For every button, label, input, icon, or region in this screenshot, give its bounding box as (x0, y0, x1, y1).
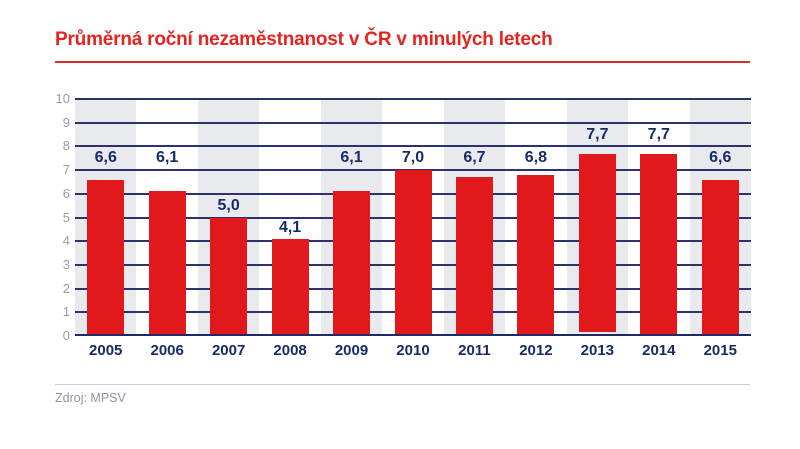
x-tick-2008: 2008 (273, 342, 307, 359)
value-label-2011: 6,7 (463, 149, 486, 167)
bar-2006 (148, 191, 186, 336)
x-axis-line (75, 334, 751, 336)
bar-2005 (87, 179, 125, 336)
x-tick-2006: 2006 (150, 342, 184, 359)
gridline-10 (75, 98, 751, 100)
y-tick-10: 10 (55, 91, 70, 106)
y-tick-1: 1 (62, 304, 70, 320)
x-tick-2011: 2011 (458, 342, 491, 359)
bar-2007 (210, 217, 248, 336)
bar-2013 (578, 153, 616, 332)
footer-divider (55, 384, 750, 385)
value-label-2005: 6,6 (94, 149, 117, 167)
plot-area: 6,6 6,1 5,0 4,1 6,1 7,0 6,7 6,8 7,7 7,7 6,6 (75, 98, 751, 336)
gridline-8 (75, 145, 751, 148)
source-text: Zdroj: MPSV (55, 391, 126, 405)
chart-title: Průměrná roční nezaměstnanost v ČR v min… (55, 29, 553, 50)
y-tick-9: 9 (62, 114, 70, 130)
title-underline (55, 61, 750, 63)
y-tick-2: 2 (62, 280, 70, 296)
gridline-9 (75, 121, 751, 124)
y-tick-5: 5 (62, 209, 70, 225)
y-tick-8: 8 (62, 138, 70, 154)
value-label-2015: 6,6 (709, 149, 732, 167)
value-label-2013: 7,7 (586, 125, 609, 143)
x-tick-2010: 2010 (396, 342, 430, 359)
x-tick-2009: 2009 (334, 342, 369, 359)
value-label-2012: 6,8 (524, 149, 548, 167)
bar-2015 (701, 179, 739, 336)
y-tick-4: 4 (62, 233, 70, 249)
value-label-2007: 5,0 (217, 196, 240, 214)
x-tick-2005: 2005 (89, 342, 123, 359)
value-label-2009: 6,1 (340, 149, 363, 167)
value-label-2010: 7,0 (401, 149, 425, 167)
y-tick-0: 0 (62, 328, 70, 343)
bar-2011 (455, 177, 493, 336)
x-tick-2014: 2014 (642, 342, 676, 359)
value-label-2006: 6,1 (156, 149, 179, 167)
x-tick-2013: 2013 (580, 342, 615, 359)
bar-2012 (517, 174, 555, 336)
y-tick-7: 7 (62, 162, 70, 178)
bar-2009 (333, 191, 371, 336)
bar-2014 (640, 153, 678, 336)
y-tick-3: 3 (62, 256, 70, 272)
y-tick-6: 6 (62, 185, 70, 201)
x-tick-2007: 2007 (211, 342, 246, 359)
bar-2008 (271, 238, 309, 336)
x-tick-2012: 2012 (519, 342, 553, 359)
bar-2010 (394, 170, 432, 336)
x-tick-2015: 2015 (703, 342, 737, 359)
value-label-2014: 7,7 (647, 125, 670, 143)
value-label-2008: 4,1 (278, 219, 302, 237)
